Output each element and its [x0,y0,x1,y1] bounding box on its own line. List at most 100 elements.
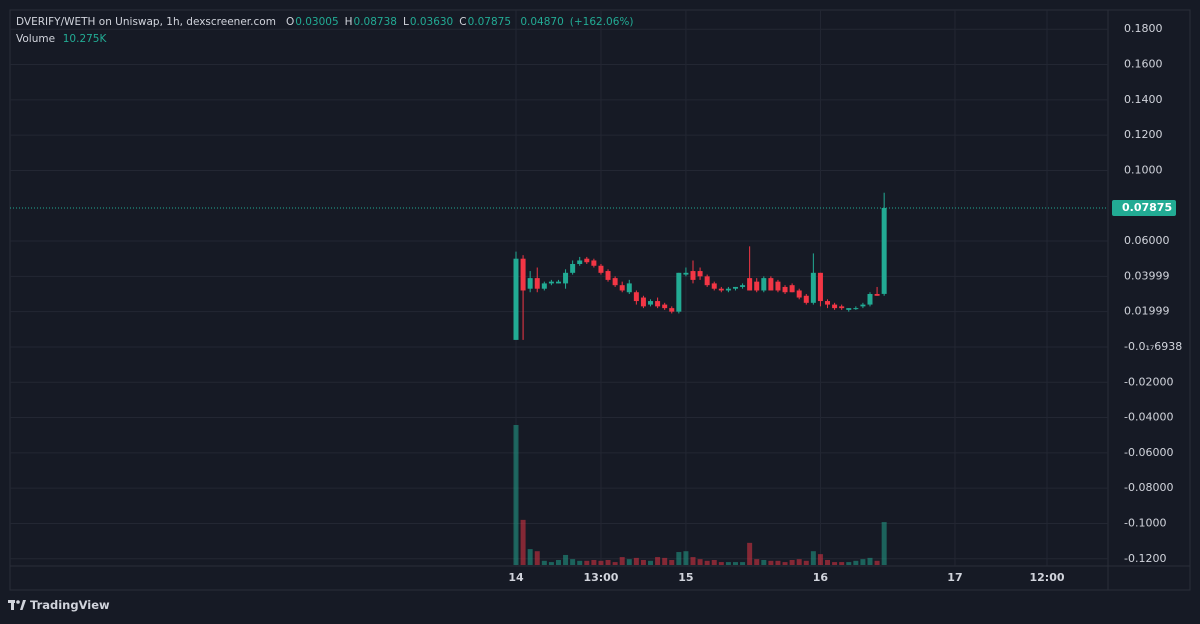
candle-body [655,301,661,307]
last-price-badge [1112,199,1176,216]
candle-body [782,286,788,293]
candle-body [591,260,597,266]
candle-body [520,258,526,291]
candle-body [683,272,689,275]
candle-body [718,288,724,291]
legend: DVERIFY/WETH on Uniswap, 1h, dexscreener… [16,14,639,48]
volume-row: Volume 10.275K [16,31,639,48]
volume-bar [676,552,682,565]
candle-body [640,297,646,307]
volume-bar [825,559,831,565]
y-tick-label: 0.1800 [1124,22,1163,35]
volume-bar [881,522,887,565]
candle-body [555,281,561,284]
volume-bar [817,554,823,565]
candle-body [725,288,731,291]
candle-body [740,285,746,287]
volume-bar [853,560,859,565]
volume-bar [803,560,809,565]
legend-row: DVERIFY/WETH on Uniswap, 1h, dexscreener… [16,14,639,31]
candle-body [541,283,547,289]
volume-bar [640,559,646,565]
volume-bar [846,562,852,565]
candle-body [867,294,873,305]
legend-value: 0.03005 [295,16,339,28]
volume-bar [541,560,547,565]
volume-bar [789,559,795,565]
candle-body [605,271,611,280]
candle-body [563,272,569,284]
brand-text: TradingView [30,598,110,612]
candle-body [832,304,838,309]
x-tick-label: 13:00 [583,571,618,584]
volume-bar [633,557,639,565]
candle-body [676,272,682,312]
volume-bar [534,551,540,565]
y-tick-label: 0.1000 [1124,163,1163,176]
volume-bar [527,549,533,565]
volume-bar [690,557,696,565]
volume-bar [704,560,710,565]
volume-bar [619,557,625,565]
volume-bar [711,559,717,565]
candle-body [626,283,632,293]
y-tick-label: 0.1400 [1124,93,1163,106]
candle-body [513,258,519,340]
symbol-title: DVERIFY/WETH on Uniswap, 1h, dexscreener… [16,16,276,28]
x-tick-label: 12:00 [1029,571,1064,584]
volume-bar [612,562,618,565]
y-tick-label: -0.0₁₇6938 [1124,340,1182,353]
candle-body [846,308,852,310]
candle-body [662,304,668,309]
volume-bar [577,560,583,565]
legend-key: O [285,16,295,28]
candle-body [612,278,618,286]
candle-body [732,286,738,289]
x-tick-label: 14 [508,571,524,584]
candle-body [619,285,625,291]
volume-bar [662,557,668,565]
x-tick-label: 16 [813,571,829,584]
candle-body [817,272,823,302]
volume-bar [832,562,838,565]
volume-bar [626,559,632,565]
volume-bar [555,559,561,565]
legend-value: 0.03630 [409,16,454,28]
volume-bar [605,559,611,565]
candle-body [881,207,887,294]
volume-bar [874,560,880,565]
volume-bar [570,559,576,565]
candle-body [747,278,753,291]
volume-bar [810,551,816,565]
candle-body [825,301,831,305]
legend-value: 0.08738 [353,16,397,28]
candle-body [853,308,859,310]
y-tick-label: -0.1200 [1124,552,1166,565]
legend-value: 0.07875 [467,16,511,28]
candle-body [690,271,696,280]
candle-body [534,278,540,289]
x-tick-label: 15 [678,571,693,584]
brand-logo [8,600,26,610]
volume-bar [725,562,731,565]
ohlc-legend: O0.03005 H0.08738 L0.03630 C0.07875 [286,16,517,28]
candle-body [874,294,880,296]
volume-bar [513,425,519,565]
legend-key: L [402,16,409,28]
candle-body [810,272,816,303]
change: 0.04870 [520,16,564,28]
candle-body [789,285,795,293]
y-tick-label: 0.06000 [1124,234,1170,247]
y-tick-label: 0.01999 [1124,305,1170,318]
volume-bar [867,557,873,565]
candle-body [570,263,576,273]
candle-body [633,292,639,302]
y-tick-label: -0.04000 [1124,411,1173,424]
candle-body [860,304,866,307]
volume-bar [683,551,689,565]
candle-body [598,265,604,273]
candle-body [711,283,717,289]
volume-bar [669,559,675,565]
